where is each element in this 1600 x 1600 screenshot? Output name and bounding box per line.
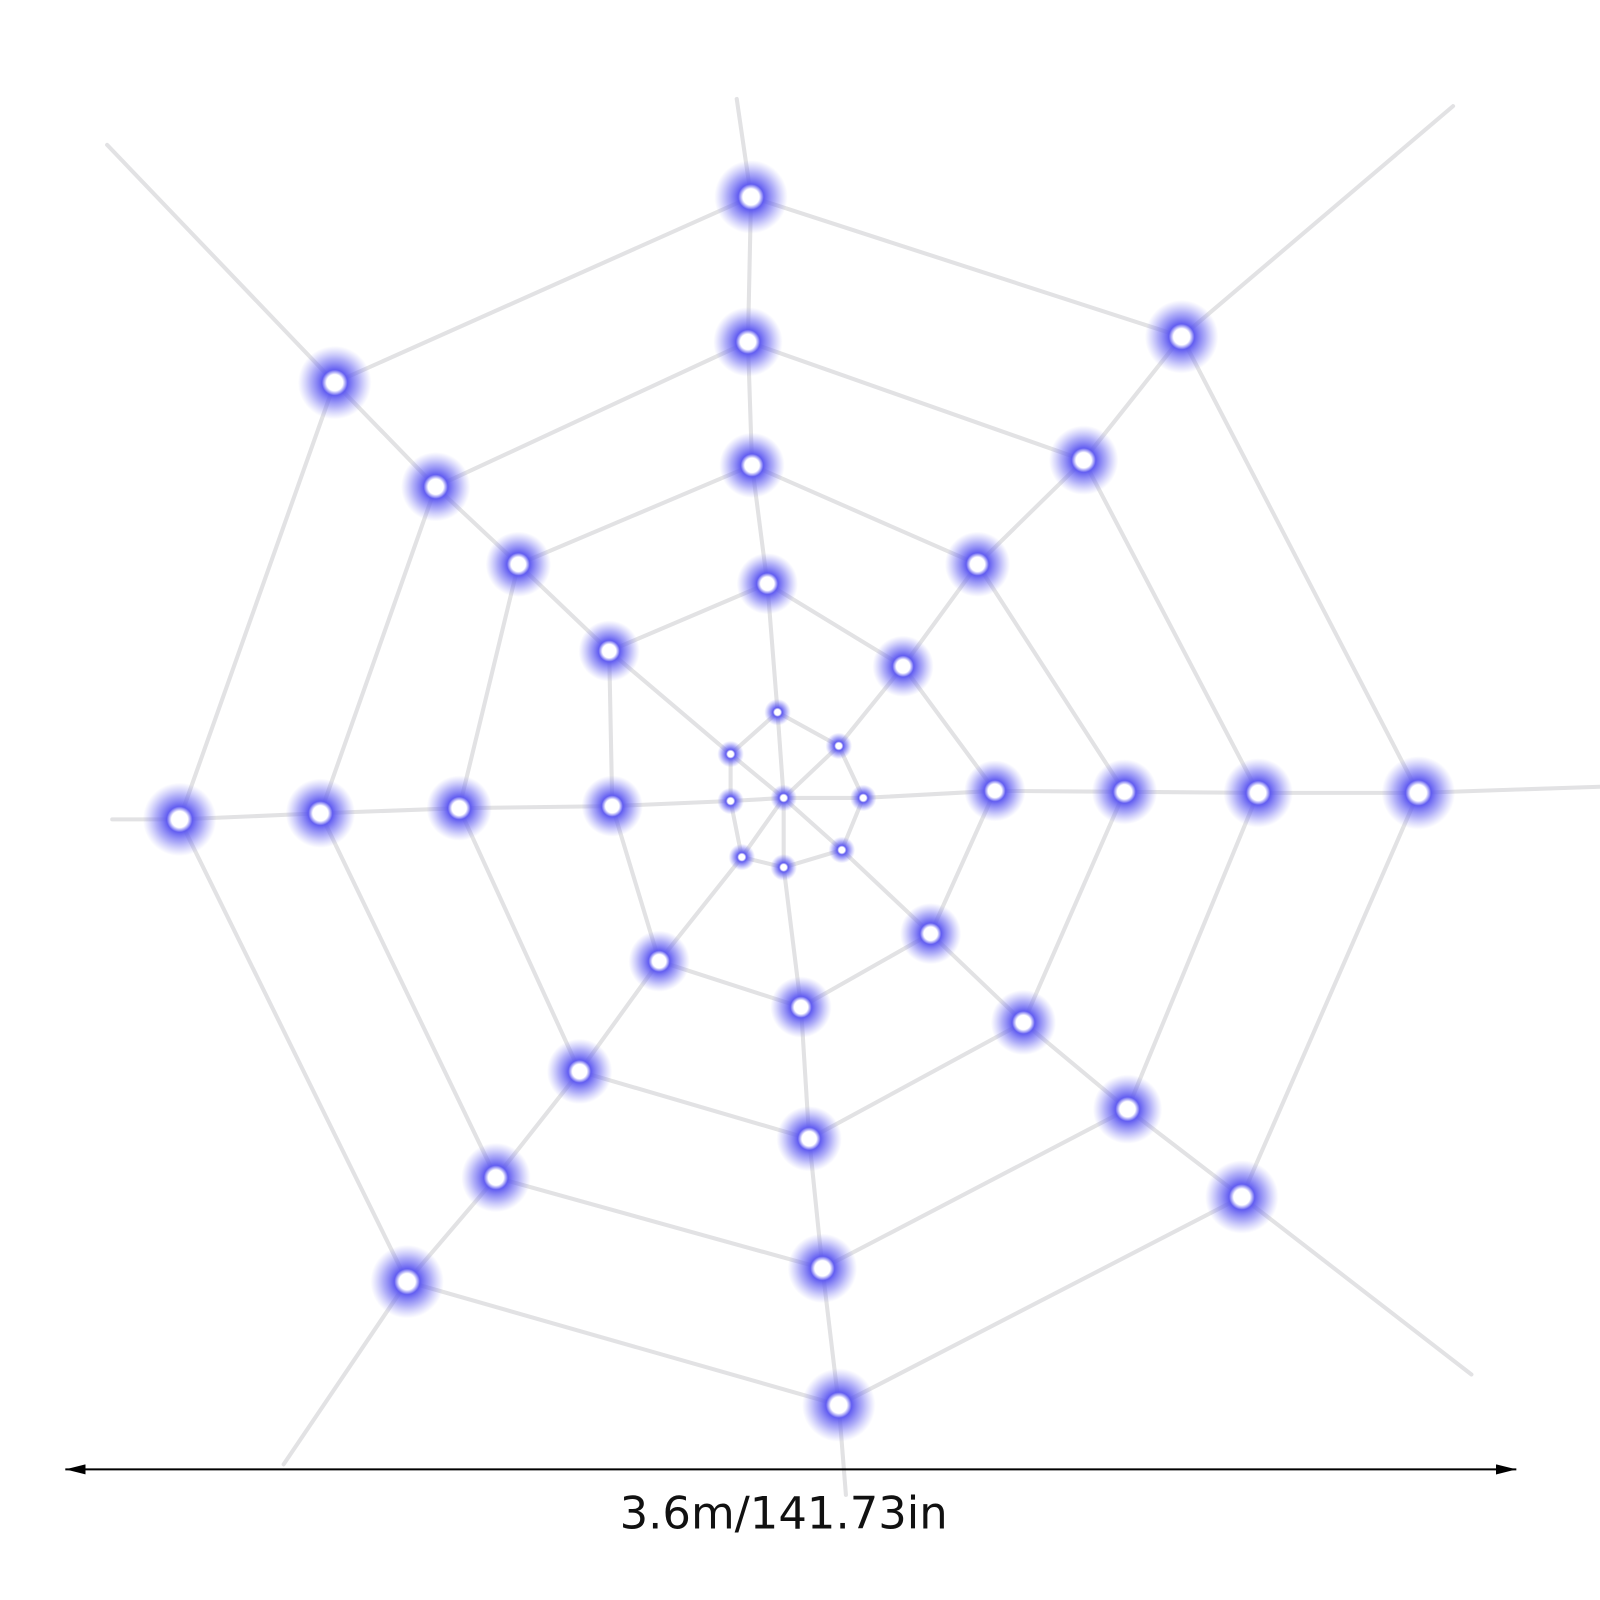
led-light	[714, 160, 788, 234]
led-light	[944, 531, 1011, 597]
led-light	[628, 930, 690, 992]
led-light	[825, 732, 853, 760]
led-light	[461, 1142, 531, 1213]
led-light	[578, 620, 640, 682]
led-light	[1091, 759, 1158, 825]
led-light	[900, 903, 962, 965]
led-light	[426, 775, 492, 841]
led-light	[1205, 1160, 1279, 1234]
led-light	[401, 452, 471, 522]
led-light	[285, 778, 356, 848]
led-light	[581, 775, 643, 837]
led-light	[1048, 425, 1119, 495]
led-light	[717, 787, 744, 815]
dimension-label: 3.6m/141.73in	[620, 1487, 948, 1540]
led-light	[990, 989, 1057, 1056]
led-light	[1092, 1074, 1163, 1144]
led-light	[850, 784, 877, 812]
led-light	[717, 740, 744, 768]
led-light	[770, 854, 797, 881]
led-light	[142, 782, 217, 857]
led-light	[964, 760, 1026, 822]
spoke-thread	[781, 104, 1456, 800]
led-light	[1144, 300, 1219, 374]
led-light	[770, 784, 797, 812]
led-light	[802, 1368, 876, 1442]
led-light	[770, 976, 832, 1038]
led-light	[485, 531, 552, 597]
led-light	[764, 698, 791, 726]
led-light	[736, 553, 798, 615]
spoke-thread	[281, 795, 786, 1467]
spoke-thread	[781, 784, 1600, 800]
led-light	[546, 1038, 613, 1105]
web-lights	[142, 160, 1456, 1442]
led-light	[1223, 758, 1293, 828]
led-light	[728, 843, 756, 871]
led-light	[776, 1106, 842, 1172]
led-light	[297, 345, 372, 420]
led-light	[370, 1244, 444, 1319]
led-light	[828, 836, 856, 864]
led-light	[713, 307, 783, 377]
led-light	[787, 1233, 858, 1304]
led-light	[872, 635, 934, 697]
led-light	[1381, 756, 1456, 830]
led-light	[719, 432, 785, 498]
